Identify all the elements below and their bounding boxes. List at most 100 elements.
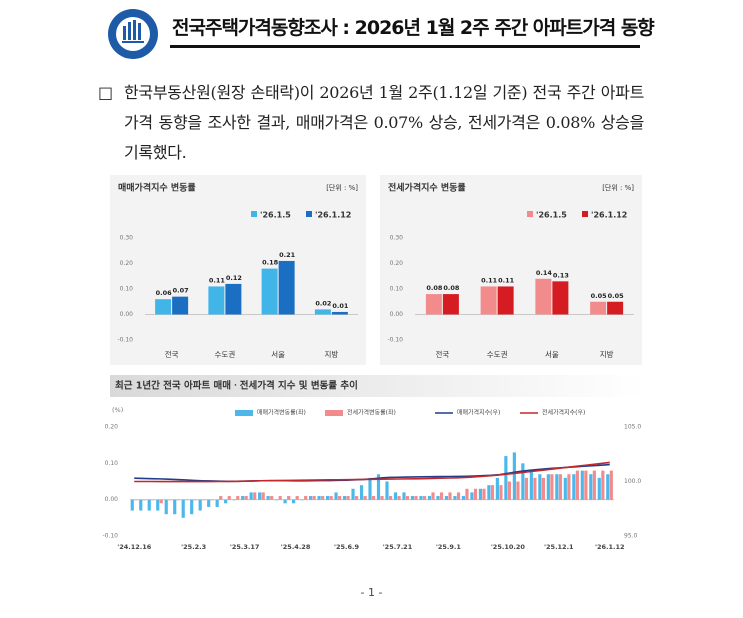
data-label: 0.11	[481, 276, 498, 284]
bar	[210, 499, 214, 501]
bar	[482, 488, 486, 500]
bar	[151, 499, 155, 501]
legend-swatch	[306, 211, 312, 217]
legend-label: 매매가격지수(우)	[457, 409, 500, 417]
bar	[225, 283, 242, 315]
bar	[535, 278, 552, 315]
bar	[219, 496, 223, 500]
data-label: 0.06	[156, 289, 173, 297]
bar	[130, 499, 134, 511]
bar	[261, 492, 265, 500]
bar	[461, 496, 466, 500]
bar	[589, 474, 593, 500]
y-tick-label: 0.20	[120, 260, 134, 267]
unit-label: [단위 : %]	[326, 183, 358, 192]
data-label: 0.07	[173, 287, 189, 295]
data-label: 0.01	[332, 302, 349, 310]
bar	[521, 463, 525, 500]
bar	[155, 299, 172, 315]
bar	[504, 456, 508, 500]
bar	[436, 496, 440, 500]
bar	[292, 499, 296, 504]
x-tick-label: 수도권	[487, 350, 508, 359]
bar	[287, 496, 291, 500]
bar	[283, 499, 287, 504]
bar	[397, 496, 401, 500]
bar	[266, 496, 270, 500]
data-label: 0.05	[608, 292, 625, 300]
bar	[232, 499, 236, 501]
bar	[241, 496, 245, 500]
data-label: 0.08	[426, 284, 443, 292]
legend-label: 매매가격변동률(좌)	[257, 409, 306, 417]
bar	[159, 499, 163, 504]
bar	[572, 474, 576, 500]
bar	[425, 294, 442, 315]
chart-title: 최근 1년간 전국 아파트 매매ㆍ전세가격 지수 및 변동률 추이	[115, 380, 358, 392]
bar	[312, 496, 316, 500]
bar	[439, 492, 444, 500]
header-title: 전국주택가격동향조사 : 2026년 1월 2주 주간 아파트가격 동향	[172, 17, 655, 39]
bar	[275, 499, 279, 501]
bar	[168, 499, 172, 501]
bar	[499, 485, 503, 500]
bar	[388, 496, 393, 500]
bar	[308, 496, 313, 500]
data-label: 0.02	[315, 299, 331, 307]
y-tick-label: 0.30	[390, 235, 404, 242]
bar	[139, 499, 143, 511]
bar	[181, 499, 185, 518]
data-label: 0.12	[226, 274, 242, 282]
y-tick-label: -0.10	[117, 337, 133, 344]
bar	[563, 477, 567, 500]
bar	[541, 477, 545, 500]
bar	[278, 496, 282, 500]
bar	[567, 474, 571, 500]
bar	[507, 481, 512, 500]
data-label: 0.11	[209, 276, 226, 284]
x-tick-label: 서울	[545, 350, 559, 359]
bar	[487, 485, 491, 500]
y-axis-label: (%)	[112, 406, 123, 414]
bar	[465, 488, 469, 500]
y-tick-label: 0.00	[390, 311, 404, 318]
bar	[405, 496, 410, 500]
y-tick-label: 0.00	[120, 311, 134, 318]
bar	[456, 492, 461, 500]
bar	[224, 499, 228, 504]
bar	[442, 294, 459, 315]
y2-tick-label: 95.0	[624, 533, 638, 540]
bar	[473, 488, 478, 500]
bar	[227, 496, 231, 500]
legend-label: '26.1.12	[315, 211, 351, 220]
x-tick-label: '25.3.17	[230, 543, 260, 551]
page-number: - 1 -	[360, 586, 383, 599]
bar	[331, 311, 348, 315]
x-tick-label: '25.12.1	[544, 543, 574, 551]
bar	[176, 499, 180, 501]
panel	[110, 175, 366, 365]
bar	[555, 474, 559, 500]
x-tick-label: '25.2.3	[181, 543, 206, 551]
y-tick-label: 0.10	[105, 460, 119, 467]
bar	[580, 470, 584, 500]
bar	[584, 470, 588, 500]
line	[134, 461, 610, 483]
bar	[304, 496, 308, 500]
bar	[444, 496, 449, 500]
bar	[295, 496, 299, 500]
x-tick-label: 서울	[271, 350, 285, 359]
legend-swatch	[235, 410, 253, 416]
legend-label: '26.1.5	[536, 211, 567, 220]
bar	[470, 492, 474, 500]
bar	[376, 474, 381, 500]
y-tick-label: -0.10	[387, 337, 403, 344]
bar	[558, 474, 562, 500]
bar	[402, 492, 406, 500]
bar	[372, 496, 376, 500]
legend-label: 전세가격지수(우)	[542, 409, 585, 417]
bar	[552, 281, 569, 315]
bar	[359, 485, 364, 500]
chart: 최근 1년간 전국 아파트 매매ㆍ전세가격 지수 및 변동률 추이 (%) -0.1…	[102, 375, 645, 551]
